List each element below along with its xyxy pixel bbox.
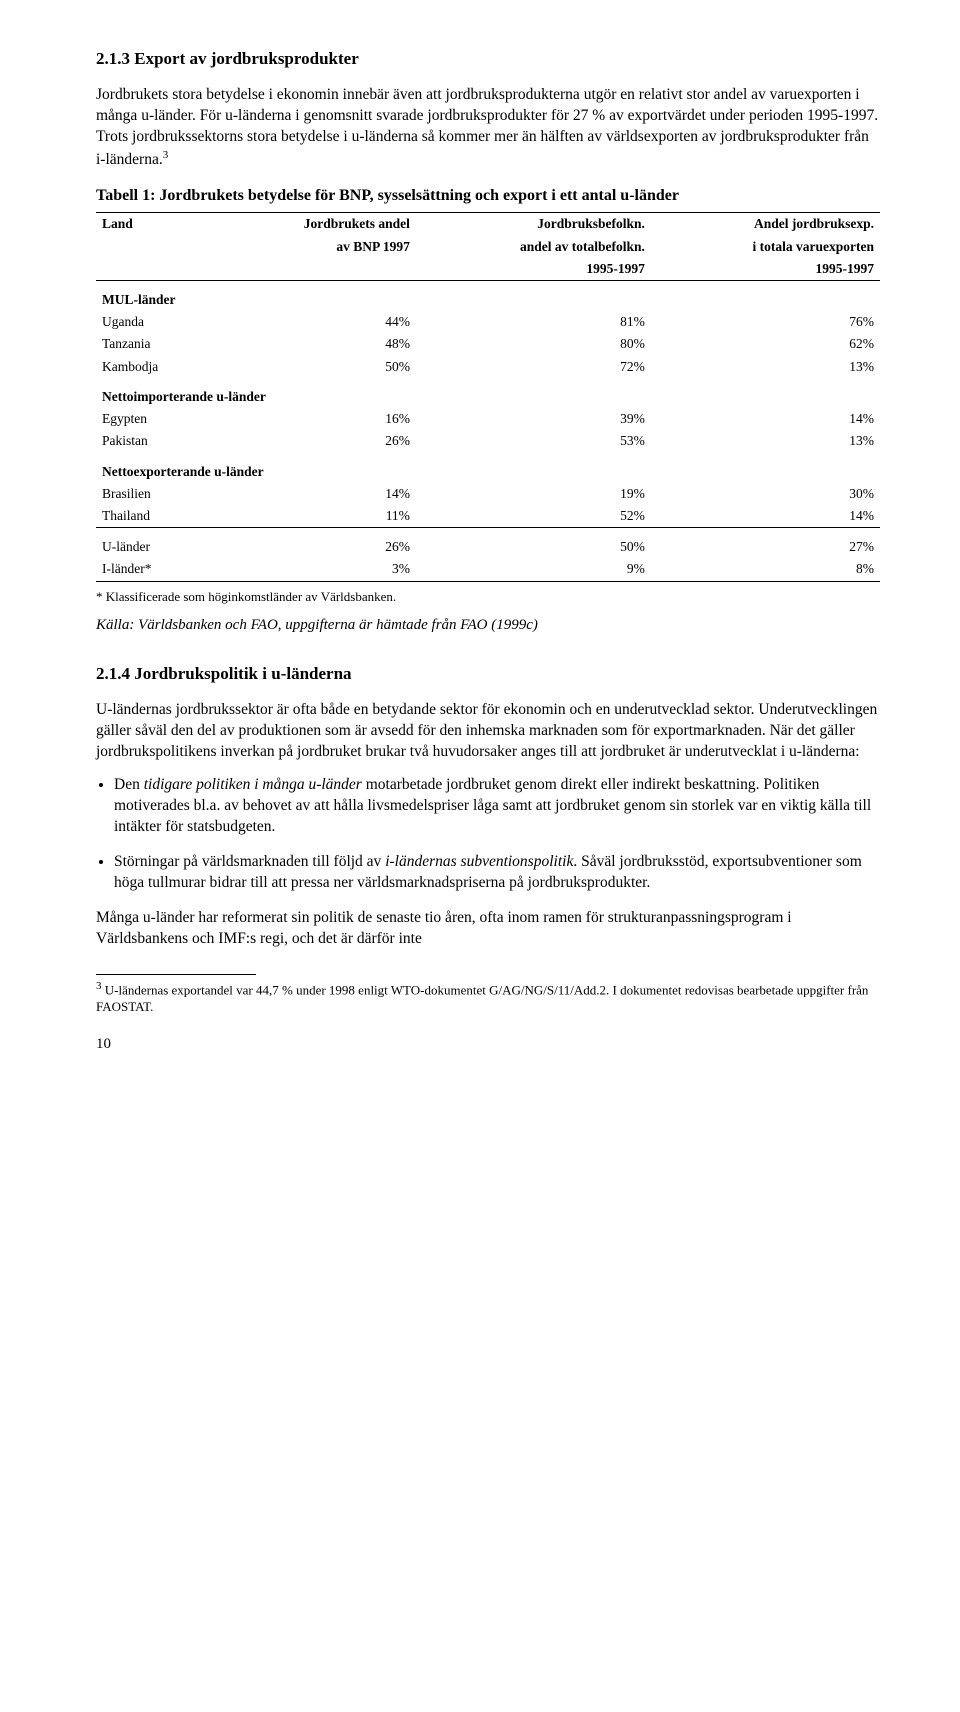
group-nettoexp: Nettoexporterande u-länder [96,453,880,483]
table-row: Kambodja 50% 72% 13% [96,356,880,378]
table1: Land Jordbrukets andel Jordbruksbefolkn.… [96,212,880,581]
section-213-p1: Jordbrukets stora betydelse i ekonomin i… [96,85,880,171]
table-row: Tanzania 48% 80% 62% [96,333,880,355]
section-213-heading: 2.1.3 Export av jordbruksprodukter [96,48,880,71]
bullet-2: Störningar på världsmarknaden till följd… [114,852,880,894]
group-nettoimp: Nettoimporterande u-länder [96,378,880,408]
endnote-text: U-ländernas exportandel var 44,7 % under… [96,982,868,1014]
table-row: Pakistan 26% 53% 13% [96,430,880,452]
page-number: 10 [96,1034,880,1054]
col-befolk-b: andel av totalbefolkn. [416,236,651,258]
footnote-ref-3: 3 [163,149,169,161]
col-export-b: i totala varuexporten [651,236,880,258]
section-214-heading: 2.1.4 Jordbrukspolitik i u-länderna [96,663,880,686]
col-export-a: Andel jordbruksexp. [651,213,880,236]
col-export-c: 1995-1997 [651,258,880,281]
footnote-separator [96,974,256,975]
col-befolk-a: Jordbruksbefolkn. [416,213,651,236]
col-bnp-a: Jordbrukets andel [213,213,416,236]
table1-title: Tabell 1: Jordbrukets betydelse för BNP,… [96,185,880,207]
table-row: Brasilien 14% 19% 30% [96,483,880,505]
table1-footnote: * Klassificerade som höginkomstländer av… [96,588,880,606]
bullet-1: Den tidigare politiken i många u-länder … [114,775,880,838]
table-row: Egypten 16% 39% 14% [96,408,880,430]
table1-source: Källa: Världsbanken och FAO, uppgifterna… [96,615,880,635]
table-row: Uganda 44% 81% 76% [96,311,880,333]
col-befolk-c: 1995-1997 [416,258,651,281]
table-row: U-länder 26% 50% 27% [96,528,880,559]
table-row: Thailand 11% 52% 14% [96,505,880,528]
body-text: Jordbrukets stora betydelse i ekonomin i… [96,86,878,168]
bullet-list: Den tidigare politiken i många u-länder … [96,775,880,894]
section-214-p1: U-ländernas jordbrukssektor är ofta både… [96,700,880,763]
group-mul: MUL-länder [96,281,880,312]
col-land: Land [96,213,213,236]
col-bnp-b: av BNP 1997 [213,236,416,258]
endnote-3: 3 U-ländernas exportandel var 44,7 % und… [96,979,880,1016]
section-214-p2: Många u-länder har reformerat sin politi… [96,908,880,950]
table-row: I-länder* 3% 9% 8% [96,558,880,581]
